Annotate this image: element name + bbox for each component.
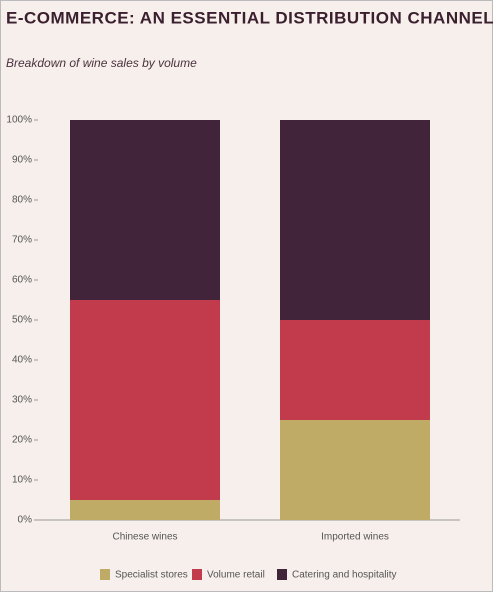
- legend-swatch: [100, 569, 110, 580]
- legend-swatch: [277, 569, 287, 580]
- bar-segment: [70, 500, 220, 520]
- legend-label: Specialist stores: [115, 570, 188, 581]
- y-tick-label: 30%: [12, 395, 32, 406]
- legend-label: Volume retail: [207, 570, 265, 581]
- y-tick-label: 80%: [12, 195, 32, 206]
- y-tick-label: 90%: [12, 155, 32, 166]
- y-tick-label: 10%: [12, 475, 32, 486]
- y-tick-label: 50%: [12, 315, 32, 326]
- bar-segment: [280, 120, 430, 320]
- chart-title: E-COMMERCE: AN ESSENTIAL DISTRIBUTION CH…: [6, 8, 493, 27]
- x-tick-label: Imported wines: [321, 532, 389, 543]
- legend-label: Catering and hospitality: [292, 570, 397, 581]
- y-tick-label: 20%: [12, 435, 32, 446]
- y-tick-label: 40%: [12, 355, 32, 366]
- bar-segment: [70, 120, 220, 300]
- chart-subtitle: Breakdown of wine sales by volume: [6, 56, 197, 70]
- bar-segment: [280, 320, 430, 420]
- y-tick-label: 60%: [12, 275, 32, 286]
- x-tick-label: Chinese wines: [112, 532, 177, 543]
- y-tick-label: 100%: [6, 115, 32, 126]
- bar-segment: [280, 420, 430, 520]
- legend-swatch: [192, 569, 202, 580]
- y-tick-label: 70%: [12, 235, 32, 246]
- y-tick-label: 0%: [18, 515, 33, 526]
- bar-segment: [70, 300, 220, 500]
